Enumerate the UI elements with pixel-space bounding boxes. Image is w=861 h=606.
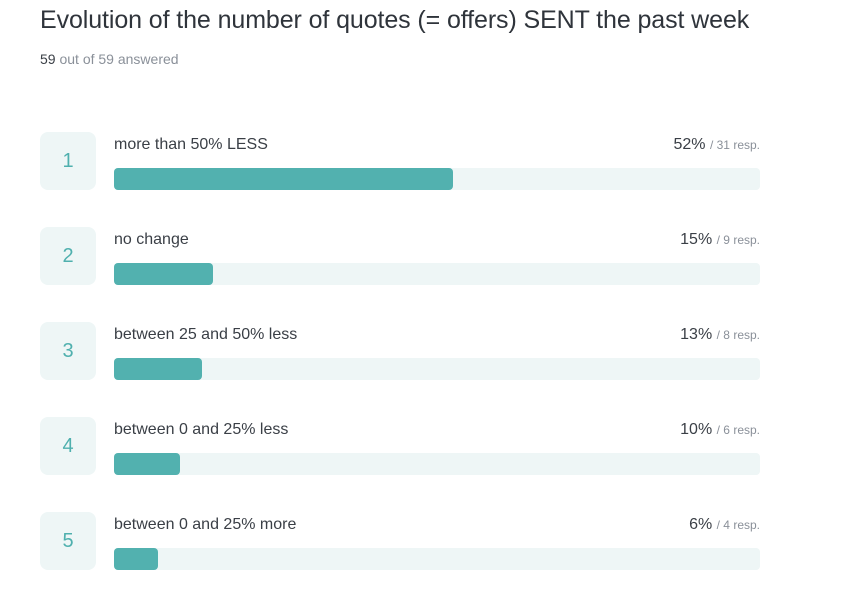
option-responses: / 31 resp. bbox=[709, 138, 760, 152]
option-responses: / 4 resp. bbox=[716, 518, 760, 532]
answered-count: 59 bbox=[40, 51, 56, 67]
option-label: between 0 and 25% more bbox=[114, 516, 297, 533]
option-label: no change bbox=[114, 231, 189, 248]
option-responses: / 6 resp. bbox=[716, 423, 760, 437]
option-label: between 25 and 50% less bbox=[114, 326, 298, 343]
rank-badge: 2 bbox=[40, 227, 96, 285]
bar-track bbox=[114, 548, 760, 570]
result-row: 4 between 0 and 25% less 10% / 6 resp. bbox=[40, 416, 760, 511]
option-percent: 6% bbox=[689, 516, 713, 533]
option-percent: 15% bbox=[680, 231, 713, 248]
bar-fill bbox=[114, 548, 158, 570]
rank-badge: 1 bbox=[40, 132, 96, 190]
result-row: 1 more than 50% LESS 52% / 31 resp. bbox=[40, 131, 760, 226]
bar-track bbox=[114, 168, 760, 190]
bar-fill bbox=[114, 358, 202, 380]
option-percent: 10% bbox=[680, 421, 713, 438]
result-row: 2 no change 15% / 9 resp. bbox=[40, 226, 760, 321]
answered-text: out of 59 answered bbox=[59, 51, 179, 67]
bar-fill bbox=[114, 168, 454, 190]
bar-fill bbox=[114, 263, 213, 285]
option-stat: 52% / 31 resp. bbox=[673, 136, 760, 154]
page-title: Evolution of the number of quotes (= off… bbox=[40, 6, 750, 34]
rank-badge: 5 bbox=[40, 512, 96, 570]
option-stat: 10% / 6 resp. bbox=[680, 421, 760, 439]
results-list: 1 more than 50% LESS 52% / 31 resp. 2 no… bbox=[40, 131, 760, 606]
bar-track bbox=[114, 453, 760, 475]
bar-track bbox=[114, 358, 760, 380]
option-responses: / 9 resp. bbox=[716, 233, 760, 247]
option-label: between 0 and 25% less bbox=[114, 421, 289, 438]
option-stat: 15% / 9 resp. bbox=[680, 231, 760, 249]
option-stat: 13% / 8 resp. bbox=[680, 326, 760, 344]
option-responses: / 8 resp. bbox=[716, 328, 760, 342]
answered-summary: 59 out of 59 answered bbox=[40, 51, 179, 67]
option-label: more than 50% LESS bbox=[114, 136, 268, 153]
bar-fill bbox=[114, 453, 180, 475]
rank-badge: 3 bbox=[40, 322, 96, 380]
rank-badge: 4 bbox=[40, 417, 96, 475]
option-stat: 6% / 4 resp. bbox=[689, 516, 760, 534]
option-percent: 52% bbox=[673, 136, 706, 153]
result-row: 3 between 25 and 50% less 13% / 8 resp. bbox=[40, 321, 760, 416]
result-row: 5 between 0 and 25% more 6% / 4 resp. bbox=[40, 511, 760, 606]
bar-track bbox=[114, 263, 760, 285]
option-percent: 13% bbox=[680, 326, 713, 343]
